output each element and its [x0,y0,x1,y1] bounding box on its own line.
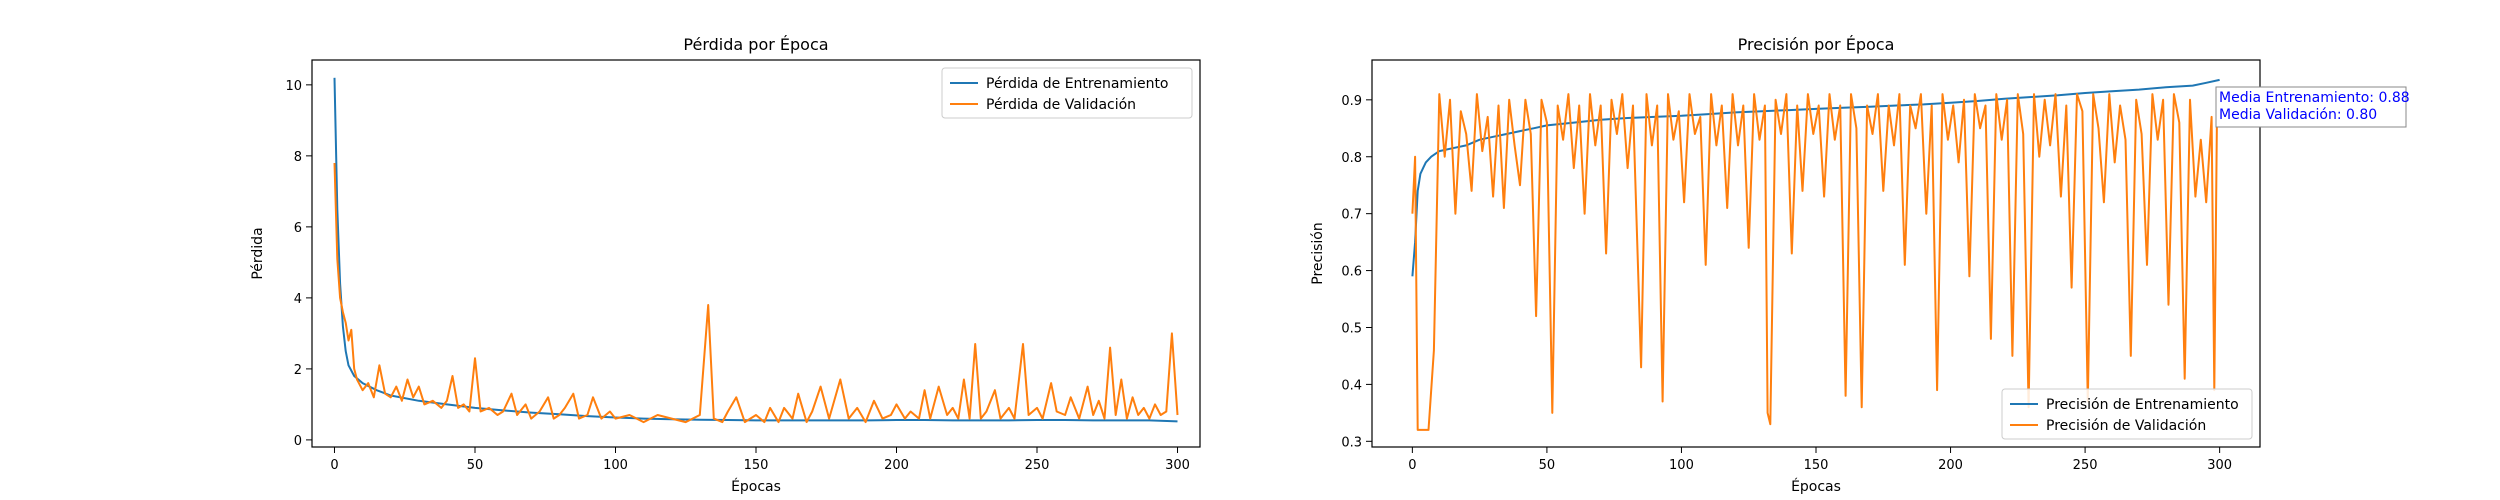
chart-title: Precisión por Época [1738,35,1895,54]
chart-title: Pérdida por Época [683,35,828,54]
legend-label: Precisión de Entrenamiento [2046,397,2239,413]
x-tick-label: 150 [1804,458,1829,473]
x-axis-label: Épocas [1791,478,1841,495]
x-tick-label: 50 [1539,458,1556,473]
legend: Precisión de Entrenamiento Precisión de V… [2001,388,2253,440]
x-tick-label: 0 [1408,458,1416,473]
x-axis-label: Épocas [731,478,781,495]
series-line-val [333,162,1179,424]
x-tick-label: 200 [1938,458,1963,473]
series-line-val [1411,93,2221,431]
x-tick-label: 150 [744,458,769,473]
legend-box [941,67,1193,119]
x-tick-label: 0 [330,458,338,473]
x-tick-label: 50 [467,458,484,473]
y-tick-label: 4 [294,292,302,307]
annotation-box [2215,86,2407,128]
loss-plot: Pérdida por Época 0 50 100 150 200 250 300 0 2 4 6 8… [250,35,1201,495]
annotation-line: Media Entrenamiento: 0.88 [2219,90,2410,106]
y-tick-label: 8 [294,150,302,165]
y-tick-label: 0.4 [1341,378,1362,393]
y-axis-label: Pérdida [250,227,266,279]
y-tick-label: 0.9 [1341,94,1362,109]
y-tick-label: 6 [294,221,302,236]
legend-label: Pérdida de Validación [986,97,1136,113]
x-tick-label: 200 [884,458,909,473]
y-tick-label: 0.6 [1341,265,1362,280]
y-tick-label: 0.5 [1341,321,1362,336]
x-tick-label: 100 [603,458,628,473]
y-tick-label: 0.7 [1341,208,1362,223]
y-tick-label: 0.3 [1341,435,1362,450]
y-tick-label: 2 [294,363,302,378]
legend-box [2001,388,2253,440]
legend-label: Pérdida de Entrenamiento [986,76,1169,92]
x-tick-label: 300 [2207,458,2232,473]
x-tick-label: 100 [1669,458,1694,473]
accuracy-plot: Precisión por Época 0 50 100 150 200 250 300 0.3… [1310,35,2410,495]
x-tick-label: 300 [1165,458,1190,473]
y-tick-label: 0 [294,434,302,449]
series-line-train [333,77,1178,423]
y-tick-label: 0.8 [1341,151,1362,166]
legend-label: Precisión de Validación [2046,418,2206,434]
y-axis-label: Precisión [1310,222,1326,284]
legend: Pérdida de Entrenamiento Pérdida de Valid… [941,67,1193,119]
x-tick-label: 250 [1025,458,1050,473]
annotation-line: Media Validación: 0.80 [2219,107,2377,123]
y-tick-label: 10 [285,79,302,94]
x-tick-label: 250 [2073,458,2098,473]
